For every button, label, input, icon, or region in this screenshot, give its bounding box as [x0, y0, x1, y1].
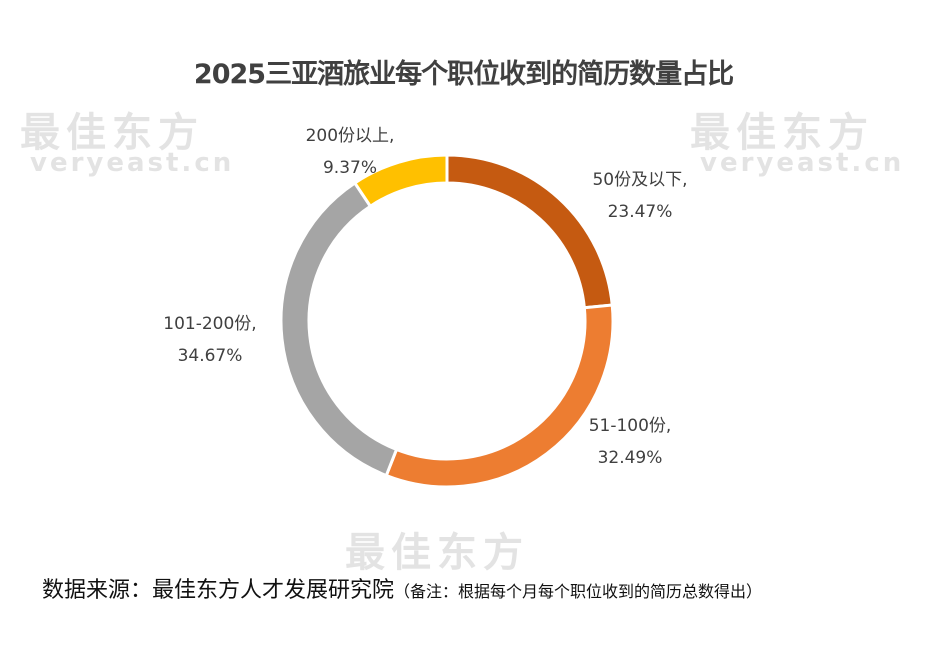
footer: 数据来源：最佳东方人才发展研究院（备注：根据每个月每个职位收到的简历总数得出） [42, 572, 762, 604]
data-label-101-200: 101-200份, 34.67% [140, 308, 280, 372]
footnote: （备注：根据每个月每个职位收到的简历总数得出） [394, 582, 763, 601]
slice-101-200 [279, 180, 399, 478]
data-source: 数据来源：最佳东方人才发展研究院 [42, 578, 395, 603]
data-label-200-plus: 200份以上, 9.37% [280, 120, 420, 184]
data-label-50-below: 50份及以下, 23.47% [570, 164, 710, 228]
slice-label: 51-100份, [588, 416, 672, 436]
slice-value: 34.67% [177, 346, 243, 366]
slice-value: 23.47% [607, 202, 673, 222]
slice-200-plus [352, 153, 449, 209]
slice-value: 32.49% [597, 448, 663, 468]
slice-label: 101-200份, [163, 314, 257, 334]
watermark-url: veryeast.cn [700, 148, 905, 178]
slice-label: 50份及以下, [592, 170, 688, 190]
watermark-brand: 最佳东方 [690, 110, 874, 156]
data-label-51-100: 51-100份, 32.49% [560, 410, 700, 474]
watermark-brand: 最佳东方 [20, 110, 204, 156]
chart-title: 2025三亚酒旅业每个职位收到的简历数量占比 [193, 59, 734, 90]
slice-label: 200份以上, [305, 126, 395, 146]
watermark-brand: 最佳东方 [345, 530, 529, 576]
slice-value: 9.37% [322, 158, 377, 178]
watermark-url: veryeast.cn [30, 148, 235, 178]
